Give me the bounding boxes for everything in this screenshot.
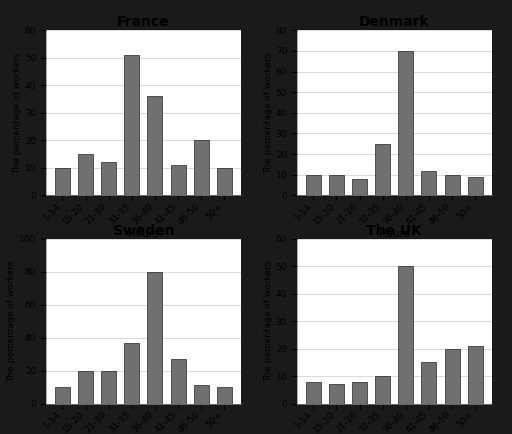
Bar xyxy=(444,349,460,404)
Bar xyxy=(78,371,93,404)
Bar xyxy=(217,387,232,404)
Bar xyxy=(467,177,483,195)
Bar xyxy=(194,385,209,404)
Bar xyxy=(398,266,413,404)
Bar xyxy=(55,387,70,404)
X-axis label: Hours: Hours xyxy=(379,229,410,239)
Y-axis label: The percentage of workers: The percentage of workers xyxy=(264,260,273,382)
Bar xyxy=(352,381,367,404)
Bar xyxy=(170,359,185,404)
Bar xyxy=(147,96,162,195)
Bar xyxy=(444,174,460,195)
Bar xyxy=(375,144,390,195)
Bar xyxy=(375,376,390,404)
Bar xyxy=(170,165,185,195)
Bar xyxy=(467,346,483,404)
Bar xyxy=(306,174,321,195)
Y-axis label: The percentage of workers: The percentage of workers xyxy=(13,52,22,174)
Y-axis label: The percentage of workers: The percentage of workers xyxy=(7,260,16,382)
Bar xyxy=(352,179,367,195)
Title: France: France xyxy=(117,15,169,29)
Bar xyxy=(306,381,321,404)
Bar xyxy=(101,162,116,195)
Bar xyxy=(124,55,139,195)
Bar xyxy=(78,154,93,195)
Title: The UK: The UK xyxy=(366,224,422,237)
Bar xyxy=(398,51,413,195)
Title: Denmark: Denmark xyxy=(359,15,430,29)
X-axis label: Hours: Hours xyxy=(128,229,159,239)
Bar xyxy=(101,371,116,404)
Title: Sweden: Sweden xyxy=(113,224,174,237)
Bar xyxy=(329,385,344,404)
Bar xyxy=(421,171,436,195)
Bar xyxy=(55,168,70,195)
Bar xyxy=(421,362,436,404)
Bar xyxy=(124,342,139,404)
Bar xyxy=(194,140,209,195)
Y-axis label: The percentage of workers: The percentage of workers xyxy=(264,52,273,174)
Bar xyxy=(147,272,162,404)
Bar xyxy=(329,174,344,195)
Bar xyxy=(217,168,232,195)
